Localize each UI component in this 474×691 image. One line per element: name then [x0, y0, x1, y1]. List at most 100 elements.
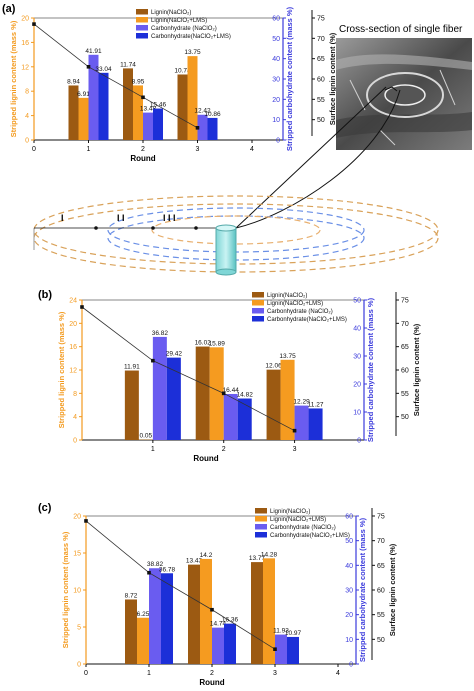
left-tick-label: 12 — [69, 368, 77, 375]
left-tick-label: 0 — [25, 138, 29, 145]
trend-point — [151, 358, 155, 363]
legend-swatch — [252, 316, 264, 322]
bar-value-label: 13.75 — [279, 353, 296, 360]
bar-value-label: 13.48 — [140, 106, 157, 113]
left-tick-label: 4 — [25, 113, 29, 120]
x-tick-label: 0 — [32, 146, 36, 153]
right-tick-label: 30 — [272, 77, 280, 84]
legend-label: Carbonhydrate(NaClO₂+LMS) — [270, 533, 350, 539]
legend-label: Lignin(NaClO₂) — [151, 10, 191, 16]
right-tick-label: 10 — [353, 410, 361, 417]
bar-value-label: 11.91 — [124, 364, 140, 371]
x-axis-title: Round — [130, 154, 155, 163]
bar-value-label: 12.06 — [265, 363, 282, 370]
bar — [223, 393, 238, 440]
bar — [308, 408, 323, 440]
right-tick-label: 10 — [272, 117, 280, 124]
left-tick-label: 20 — [21, 16, 29, 23]
bar-value-label: 14.2 — [200, 552, 213, 559]
bar-value-label: 10.86 — [204, 111, 221, 118]
bar — [280, 359, 295, 440]
right-axis-title: Stripped carbohydrate content (mass %) — [366, 297, 375, 442]
legend-swatch — [136, 9, 148, 15]
bar — [98, 72, 109, 140]
right-tick-label: 50 — [345, 538, 353, 545]
legend-swatch — [255, 516, 267, 522]
surface-lignin-trend-line — [85, 520, 276, 650]
bar-value-label: 36.78 — [159, 566, 176, 573]
right-tick-label: 0 — [349, 662, 353, 669]
trend-point — [221, 391, 226, 396]
x-tick-label: 4 — [336, 670, 340, 677]
bar-value-label: 8.72 — [125, 592, 138, 599]
legend-label: Lignin(NaClO₂) — [270, 509, 310, 515]
left-axis-title: Stripped lignin content (mass %) — [57, 311, 66, 428]
left-tick-label: 20 — [69, 321, 77, 328]
legend-label: Carbonhydrate (NaClO₂) — [151, 26, 217, 32]
left-tick-label: 20 — [73, 514, 81, 521]
bar — [275, 634, 287, 664]
bar-value-label: 16.36 — [222, 617, 239, 624]
right-tick-label: 40 — [345, 563, 353, 570]
bar — [125, 599, 137, 664]
bar-value-label: 12.42 — [194, 108, 211, 115]
x-tick-label: 4 — [250, 146, 254, 153]
bar-value-label: 10.74 — [174, 67, 191, 74]
x-tick-label: 3 — [293, 446, 297, 453]
x-tick-label: 2 — [141, 146, 145, 153]
left-tick-label: 10 — [73, 588, 81, 595]
far-right-tick-label: 60 — [401, 368, 409, 375]
right-tick-label: 50 — [353, 298, 361, 305]
bar — [212, 627, 224, 664]
legend-label: Carbonhydrate (NaClO₂) — [267, 309, 333, 315]
legend-swatch — [255, 532, 267, 538]
legend-label: Carbonhydrate(NaClO₂+LMS) — [267, 317, 347, 323]
bar — [88, 54, 99, 140]
legend-label: Lignin(NaClO₂+LMS) — [151, 18, 207, 24]
far-right-tick-label: 70 — [377, 538, 385, 545]
bar-value-label: 8.95 — [132, 78, 145, 85]
left-tick-label: 24 — [69, 298, 77, 305]
panel-c-chart: (c) 0 1 2 3 4 Round 0 5 10 15 20 Stripped lignin co… — [38, 502, 397, 687]
legend-label: Lignin(NaClO₂+LMS) — [267, 301, 323, 307]
bar-value-label: 11.27 — [308, 401, 324, 408]
trend-point — [210, 607, 214, 612]
far-right-tick-label: 75 — [377, 514, 385, 521]
bar — [161, 573, 173, 664]
x-tick-label: 1 — [147, 670, 151, 677]
bar-value-label: 38.82 — [147, 561, 164, 568]
x-tick-label: 1 — [151, 446, 155, 453]
trend-point — [141, 95, 145, 100]
right-tick-label: 0 — [276, 138, 280, 145]
left-tick-label: 16 — [21, 40, 29, 47]
trend-point — [147, 570, 151, 575]
left-tick-label: 8 — [73, 391, 77, 398]
zone-label-2: I I — [117, 213, 125, 223]
right-tick-label: 20 — [272, 97, 280, 104]
bar-value-label: 29.42 — [166, 351, 183, 358]
bar — [133, 85, 143, 140]
far-right-tick-label: 60 — [317, 77, 325, 84]
far-right-axis-title: Surface lignin content (%) — [388, 543, 397, 636]
bar — [166, 357, 181, 440]
bar — [209, 347, 224, 440]
bar-value-label: 14.82 — [237, 392, 254, 399]
left-tick-label: 0 — [77, 662, 81, 669]
bar — [224, 623, 236, 664]
legend-swatch — [252, 308, 264, 314]
bar — [68, 85, 79, 140]
bar — [200, 558, 212, 664]
left-axis-title: Stripped lignin content (mass %) — [61, 531, 70, 648]
bar — [195, 346, 210, 440]
right-tick-label: 60 — [272, 16, 280, 23]
left-tick-label: 15 — [73, 551, 81, 558]
x-axis-title: Round — [199, 678, 224, 687]
bar — [177, 74, 188, 140]
right-axis-title: Stripped carbohydrate content (mass %) — [285, 6, 294, 151]
bar-value-label: 15.46 — [150, 102, 167, 109]
bar-value-label: 6.91 — [77, 91, 90, 98]
x-tick-label: 3 — [196, 146, 200, 153]
legend-swatch — [255, 524, 267, 530]
